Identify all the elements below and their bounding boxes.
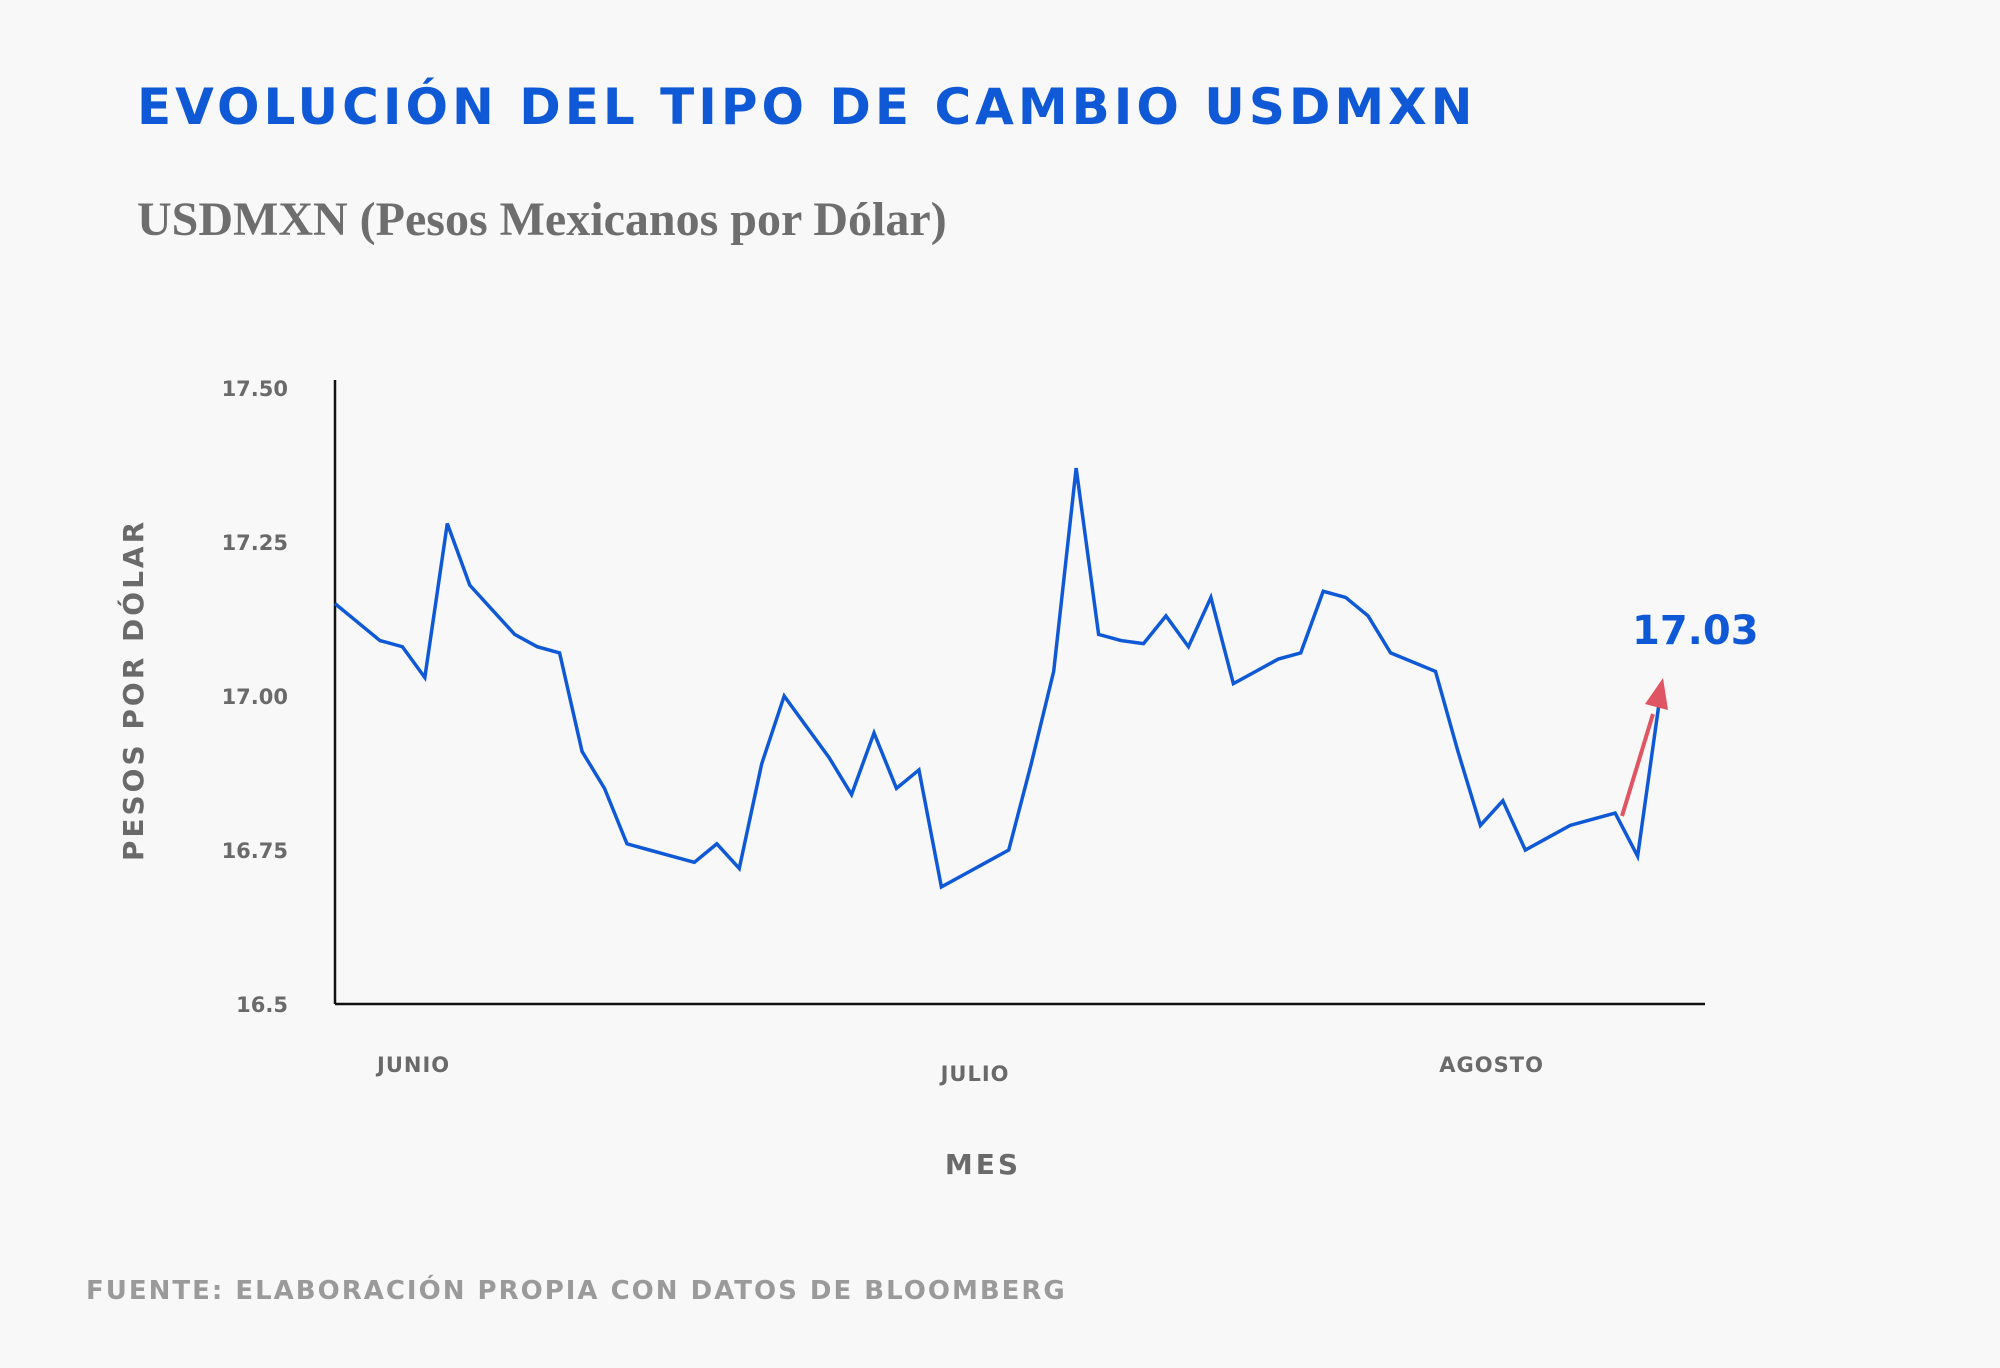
up-arrow-icon <box>1620 713 1655 817</box>
x-axis-label: MES <box>945 1148 1021 1181</box>
y-tick-label: 17.00 <box>222 685 288 709</box>
x-axis-ticks: JUNIO JULIO AGOSTO <box>375 1053 1544 1086</box>
y-tick-label: 17.25 <box>222 531 288 555</box>
chart-title: EVOLUCIÓN DEL TIPO DE CAMBIO USDMXN <box>137 78 1477 136</box>
series-line-usdmxn <box>333 467 1662 890</box>
x-tick-label: JULIO <box>939 1062 1010 1086</box>
y-tick-label: 16.75 <box>222 839 288 863</box>
y-tick-label: 16.5 <box>236 993 288 1017</box>
up-arrow-head-icon <box>1645 678 1668 710</box>
x-tick-label: JUNIO <box>375 1053 450 1077</box>
last-value-annotation: 17.03 <box>1632 608 1759 654</box>
y-axis-label: PESOS POR DÓLAR <box>116 519 150 861</box>
x-tick-label: AGOSTO <box>1439 1053 1544 1077</box>
source-note: FUENTE: ELABORACIÓN PROPIA CON DATOS DE … <box>86 1276 1067 1306</box>
y-axis-ticks: 17.50 17.25 17.00 16.75 16.5 <box>222 377 288 1017</box>
chart-subtitle: USDMXN (Pesos Mexicanos por Dólar) <box>137 193 947 246</box>
y-tick-label: 17.50 <box>222 377 288 401</box>
